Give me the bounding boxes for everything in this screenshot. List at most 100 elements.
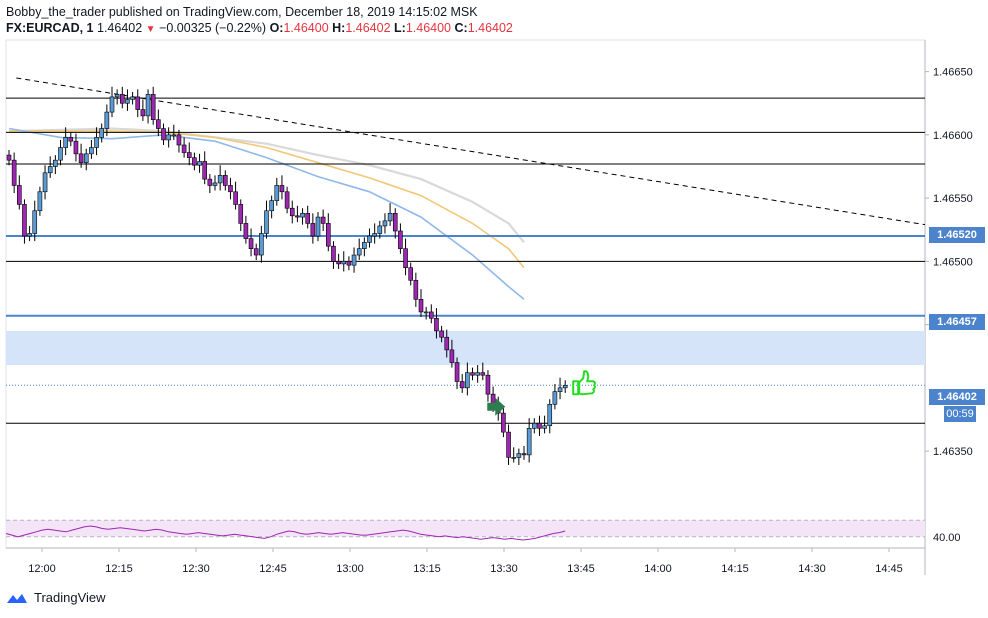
candle-body bbox=[408, 267, 414, 281]
time-tick-label: 13:15 bbox=[413, 563, 441, 575]
candle-body bbox=[269, 200, 274, 212]
rsi-tick-label: 40.00 bbox=[933, 532, 961, 544]
candle-body bbox=[83, 153, 89, 163]
candle-body bbox=[253, 248, 259, 256]
close-label: C: bbox=[454, 21, 468, 35]
ohlc-line: FX:EURCAD, 1 1.46402 ▼ −0.00325 (−0.22%)… bbox=[6, 20, 513, 38]
candle-body bbox=[531, 422, 537, 429]
candle-body bbox=[511, 457, 517, 459]
candle-body bbox=[16, 185, 22, 205]
candle-body bbox=[125, 99, 130, 104]
candle-body bbox=[428, 311, 434, 319]
price-tick-label: 1.46550 bbox=[933, 193, 973, 205]
candle-body bbox=[300, 212, 305, 218]
candle-body bbox=[264, 210, 269, 234]
candle-body bbox=[325, 223, 331, 247]
candle-body bbox=[150, 94, 156, 120]
candle-body bbox=[212, 182, 218, 186]
candle-body bbox=[223, 175, 228, 186]
candle-body bbox=[403, 248, 408, 268]
candle-body bbox=[207, 178, 213, 186]
axes: 1.466501.466001.465501.465001.464501.463… bbox=[28, 67, 973, 575]
open-value: 1.46400 bbox=[283, 21, 329, 35]
close-value: 1.46402 bbox=[467, 21, 513, 35]
open-label: O: bbox=[269, 21, 284, 35]
candle-body bbox=[248, 238, 254, 250]
candle-body bbox=[475, 372, 480, 376]
candle-body bbox=[367, 235, 372, 243]
candle-body bbox=[413, 280, 419, 300]
candle-body bbox=[444, 336, 450, 351]
candle-body bbox=[423, 311, 429, 314]
rsi-pane bbox=[5, 519, 925, 541]
tradingview-logo[interactable]: TradingView bbox=[6, 590, 106, 605]
price-change: −0.00325 (−0.22%) bbox=[159, 21, 267, 35]
tradingview-logo-icon bbox=[7, 593, 27, 603]
dashed-trendline bbox=[16, 77, 926, 226]
candle-body bbox=[217, 175, 223, 184]
candle-body bbox=[140, 109, 146, 117]
candle-body bbox=[310, 223, 316, 237]
markers bbox=[487, 370, 596, 416]
candle-body bbox=[336, 261, 341, 265]
last-price: 1.46402 bbox=[97, 21, 143, 35]
candle-body bbox=[356, 248, 362, 256]
candle-body bbox=[89, 147, 94, 155]
last-price-badge: 1.46402 bbox=[929, 389, 985, 405]
time-tick-label: 13:30 bbox=[490, 563, 518, 575]
price-tick-label: 1.46500 bbox=[933, 256, 973, 268]
chart-frame bbox=[5, 39, 926, 575]
candle-body bbox=[506, 431, 511, 458]
candle-body bbox=[27, 233, 32, 237]
candle-body bbox=[6, 154, 12, 161]
time-tick-label: 13:45 bbox=[567, 563, 595, 575]
candle-body bbox=[470, 372, 475, 376]
candle-body bbox=[63, 137, 68, 148]
candle-body bbox=[295, 215, 300, 218]
candle-body bbox=[109, 96, 115, 113]
candle-body bbox=[233, 191, 238, 205]
low-value: 1.46400 bbox=[405, 21, 452, 35]
candle-body bbox=[418, 298, 424, 313]
candle-body bbox=[37, 191, 43, 212]
chart-border bbox=[5, 39, 926, 549]
candle-body bbox=[32, 210, 38, 234]
candle-body bbox=[99, 128, 104, 138]
candle-body bbox=[449, 349, 455, 363]
time-tick-label: 12:00 bbox=[28, 563, 56, 575]
candle-body bbox=[279, 185, 285, 193]
symbol-label: FX:EURCAD, 1 bbox=[6, 21, 94, 35]
candle-body bbox=[11, 159, 17, 186]
brand-name: TradingView bbox=[34, 590, 106, 605]
candle-body bbox=[202, 161, 207, 180]
high-value: 1.46402 bbox=[345, 21, 391, 35]
candle-body bbox=[562, 385, 568, 389]
candle-body bbox=[372, 233, 377, 237]
candle-body bbox=[346, 261, 352, 266]
candle-body bbox=[58, 147, 63, 161]
candles bbox=[6, 86, 568, 465]
candle-body bbox=[387, 212, 393, 222]
candle-body bbox=[459, 381, 465, 389]
candle-body bbox=[320, 216, 326, 224]
candle-body bbox=[547, 403, 553, 427]
rsi-band bbox=[6, 520, 925, 537]
candle-body bbox=[398, 230, 403, 250]
time-tick-label: 14:15 bbox=[721, 563, 749, 575]
candle-body bbox=[186, 152, 192, 158]
candle-body bbox=[130, 96, 135, 100]
candle-body bbox=[120, 94, 125, 104]
candle-body bbox=[392, 212, 398, 232]
candle-body bbox=[341, 261, 347, 265]
countdown-badge: 00:59 bbox=[944, 406, 976, 422]
candle-body bbox=[305, 212, 311, 224]
low-label: L: bbox=[394, 21, 406, 35]
candle-body bbox=[557, 387, 563, 392]
time-tick-label: 14:00 bbox=[644, 563, 672, 575]
candle-body bbox=[331, 245, 336, 262]
candle-body bbox=[526, 428, 532, 456]
time-tick-label: 12:30 bbox=[182, 563, 210, 575]
candle-body bbox=[114, 94, 120, 98]
candle-body bbox=[42, 172, 48, 193]
